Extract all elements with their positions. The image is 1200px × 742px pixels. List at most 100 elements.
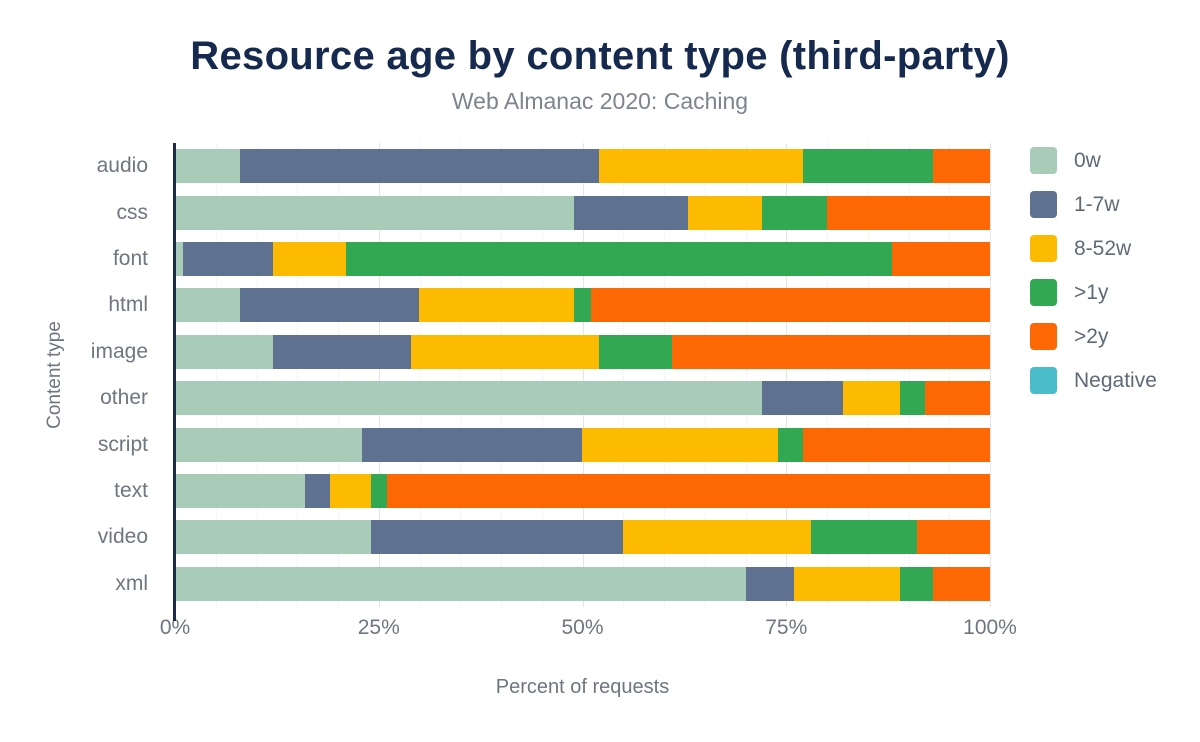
legend-item-Negative[interactable]: Negative bbox=[1030, 367, 1157, 394]
legend-label->1y: >1y bbox=[1074, 280, 1109, 304]
bar-segment-text-0w[interactable] bbox=[175, 474, 306, 509]
category-label-text: text bbox=[114, 479, 148, 503]
bar-segment-image->2y[interactable] bbox=[672, 334, 990, 369]
bar-segment-text-1-7w[interactable] bbox=[305, 474, 330, 509]
bar-row-css bbox=[175, 189, 990, 235]
bar-segment-image->1y[interactable] bbox=[598, 334, 673, 369]
minor-gridline-10 bbox=[256, 143, 258, 607]
bar-segment-html-8-52w[interactable] bbox=[419, 288, 575, 323]
bar-segment-text-8-52w[interactable] bbox=[329, 474, 371, 509]
x-axis-tick-labels: 0% 25% 50% 75% 100% bbox=[160, 616, 1017, 644]
legend-swatch->1y bbox=[1030, 279, 1057, 306]
bar-segment-css-0w[interactable] bbox=[175, 195, 575, 230]
legend-item-1-7w[interactable]: 1-7w bbox=[1030, 191, 1157, 218]
legend-swatch-0w bbox=[1030, 147, 1057, 174]
bar-segment-xml->1y[interactable] bbox=[900, 566, 933, 601]
bar-segment-other-0w[interactable] bbox=[175, 381, 762, 416]
bar-segment-audio->1y[interactable] bbox=[802, 149, 933, 184]
bar-segment-css-8-52w[interactable] bbox=[688, 195, 762, 230]
bar-row-text bbox=[175, 468, 990, 514]
bar-segment-script-1-7w[interactable] bbox=[362, 427, 583, 462]
bar-segment-other-8-52w[interactable] bbox=[843, 381, 901, 416]
x-tick-0: 0% bbox=[159, 616, 191, 639]
bar-track-script bbox=[175, 427, 990, 462]
major-gridline-25 bbox=[378, 143, 380, 607]
bar-segment-image-8-52w[interactable] bbox=[411, 334, 599, 369]
minor-gridline-90 bbox=[908, 143, 910, 607]
y-axis-line bbox=[173, 143, 176, 621]
bar-segment-script-0w[interactable] bbox=[175, 427, 363, 462]
legend-label-8-52w: 8-52w bbox=[1074, 236, 1132, 260]
bar-segment-html->1y[interactable] bbox=[574, 288, 591, 323]
bar-track-other bbox=[175, 381, 990, 416]
x-tick-75: 75% bbox=[765, 616, 808, 639]
category-label-html: html bbox=[108, 293, 148, 317]
category-label-image: image bbox=[90, 339, 148, 363]
bar-row-image bbox=[175, 329, 990, 375]
bar-rows bbox=[175, 143, 990, 607]
bar-segment-font->2y[interactable] bbox=[892, 242, 990, 277]
bar-segment-xml->2y[interactable] bbox=[932, 566, 990, 601]
bar-segment-audio-1-7w[interactable] bbox=[240, 149, 599, 184]
minor-gridline-65 bbox=[704, 143, 706, 607]
bar-segment-xml-0w[interactable] bbox=[175, 566, 746, 601]
bar-track-html bbox=[175, 288, 990, 323]
bar-segment-video-1-7w[interactable] bbox=[370, 520, 624, 555]
bar-segment-xml-8-52w[interactable] bbox=[794, 566, 901, 601]
bar-segment-video-8-52w[interactable] bbox=[623, 520, 811, 555]
minor-gridline-35 bbox=[460, 143, 462, 607]
x-axis-title: Percent of requests bbox=[495, 676, 670, 698]
bar-track-text bbox=[175, 474, 990, 509]
legend-swatch-Negative bbox=[1030, 367, 1057, 394]
legend-item-0w[interactable]: 0w bbox=[1030, 147, 1157, 174]
bar-segment-image-1-7w[interactable] bbox=[272, 334, 412, 369]
minor-gridline-15 bbox=[297, 143, 299, 607]
bar-segment-font-1-7w[interactable] bbox=[183, 242, 273, 277]
bar-segment-text->1y[interactable] bbox=[370, 474, 387, 509]
bar-segment-audio-8-52w[interactable] bbox=[598, 149, 803, 184]
bar-segment-font-0w[interactable] bbox=[175, 242, 184, 277]
bar-segment-video-0w[interactable] bbox=[175, 520, 371, 555]
x-tick-100: 100% bbox=[963, 616, 1017, 639]
bar-segment-other-1-7w[interactable] bbox=[761, 381, 844, 416]
bar-segment-other->2y[interactable] bbox=[924, 381, 990, 416]
bar-segment-video->1y[interactable] bbox=[810, 520, 917, 555]
bar-segment-css-1-7w[interactable] bbox=[574, 195, 689, 230]
legend-item->1y[interactable]: >1y bbox=[1030, 279, 1157, 306]
bar-segment-html-0w[interactable] bbox=[175, 288, 241, 323]
bar-segment-script->2y[interactable] bbox=[802, 427, 990, 462]
minor-gridline-20 bbox=[338, 143, 339, 607]
bar-segment-text->2y[interactable] bbox=[386, 474, 990, 509]
bar-segment-script->1y[interactable] bbox=[778, 427, 803, 462]
minor-gridline-30 bbox=[419, 143, 421, 607]
minor-gridline-45 bbox=[541, 143, 543, 607]
minor-gridline-85 bbox=[867, 143, 869, 607]
bar-segment-html-1-7w[interactable] bbox=[240, 288, 420, 323]
major-gridline-50 bbox=[582, 143, 584, 607]
bar-row-audio bbox=[175, 143, 990, 189]
bar-segment-video->2y[interactable] bbox=[916, 520, 990, 555]
bar-segment-other->1y[interactable] bbox=[900, 381, 925, 416]
bar-segment-audio->2y[interactable] bbox=[932, 149, 990, 184]
legend-swatch-1-7w bbox=[1030, 191, 1057, 218]
bar-segment-xml-1-7w[interactable] bbox=[745, 566, 795, 601]
bar-track-image bbox=[175, 334, 990, 369]
legend-item->2y[interactable]: >2y bbox=[1030, 323, 1157, 350]
bar-track-css bbox=[175, 195, 990, 230]
minor-gridline-80 bbox=[827, 143, 828, 607]
legend-swatch-8-52w bbox=[1030, 235, 1057, 262]
bar-segment-font->1y[interactable] bbox=[346, 242, 893, 277]
bar-segment-css->2y[interactable] bbox=[826, 195, 990, 230]
chart-subtitle: Web Almanac 2020: Caching bbox=[451, 88, 749, 114]
bar-segment-image-0w[interactable] bbox=[175, 334, 273, 369]
bar-segment-css->1y[interactable] bbox=[761, 195, 827, 230]
bar-segment-script-8-52w[interactable] bbox=[582, 427, 779, 462]
bar-segment-audio-0w[interactable] bbox=[175, 149, 241, 184]
legend-item-8-52w[interactable]: 8-52w bbox=[1030, 235, 1157, 262]
major-gridline-75 bbox=[786, 143, 788, 607]
bar-segment-font-8-52w[interactable] bbox=[272, 242, 347, 277]
category-label-xml: xml bbox=[115, 571, 148, 595]
bar-segment-html->2y[interactable] bbox=[590, 288, 990, 323]
plot-area bbox=[173, 143, 991, 621]
